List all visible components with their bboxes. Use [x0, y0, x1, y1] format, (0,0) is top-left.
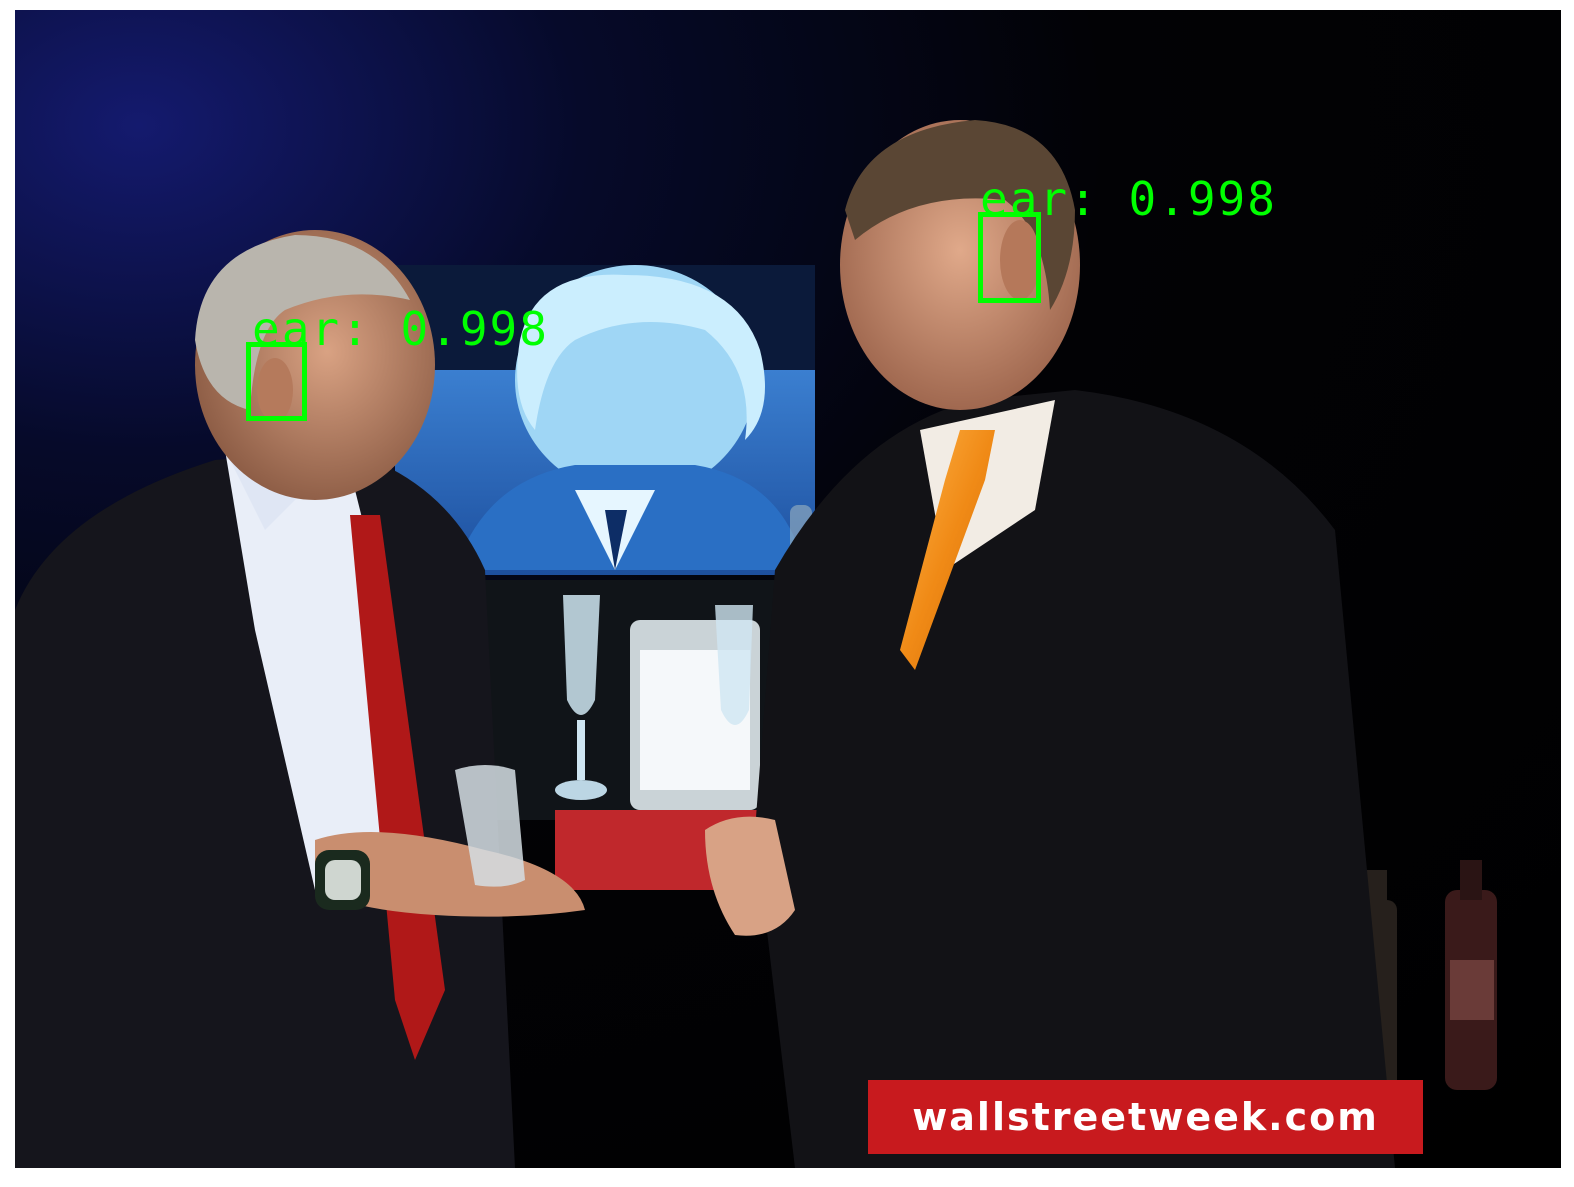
studio-scene — [15, 120, 1497, 1168]
watermark-banner: wallstreetweek.com — [868, 1080, 1423, 1154]
background-monitor — [395, 265, 815, 575]
left-person — [15, 230, 585, 1168]
right-person — [705, 120, 1395, 1168]
video-frame: ear: 0.998 ear: 0.998 wallstreetweek.com — [15, 10, 1561, 1168]
detection-box-left — [246, 342, 307, 421]
detection-box-right — [978, 212, 1041, 303]
